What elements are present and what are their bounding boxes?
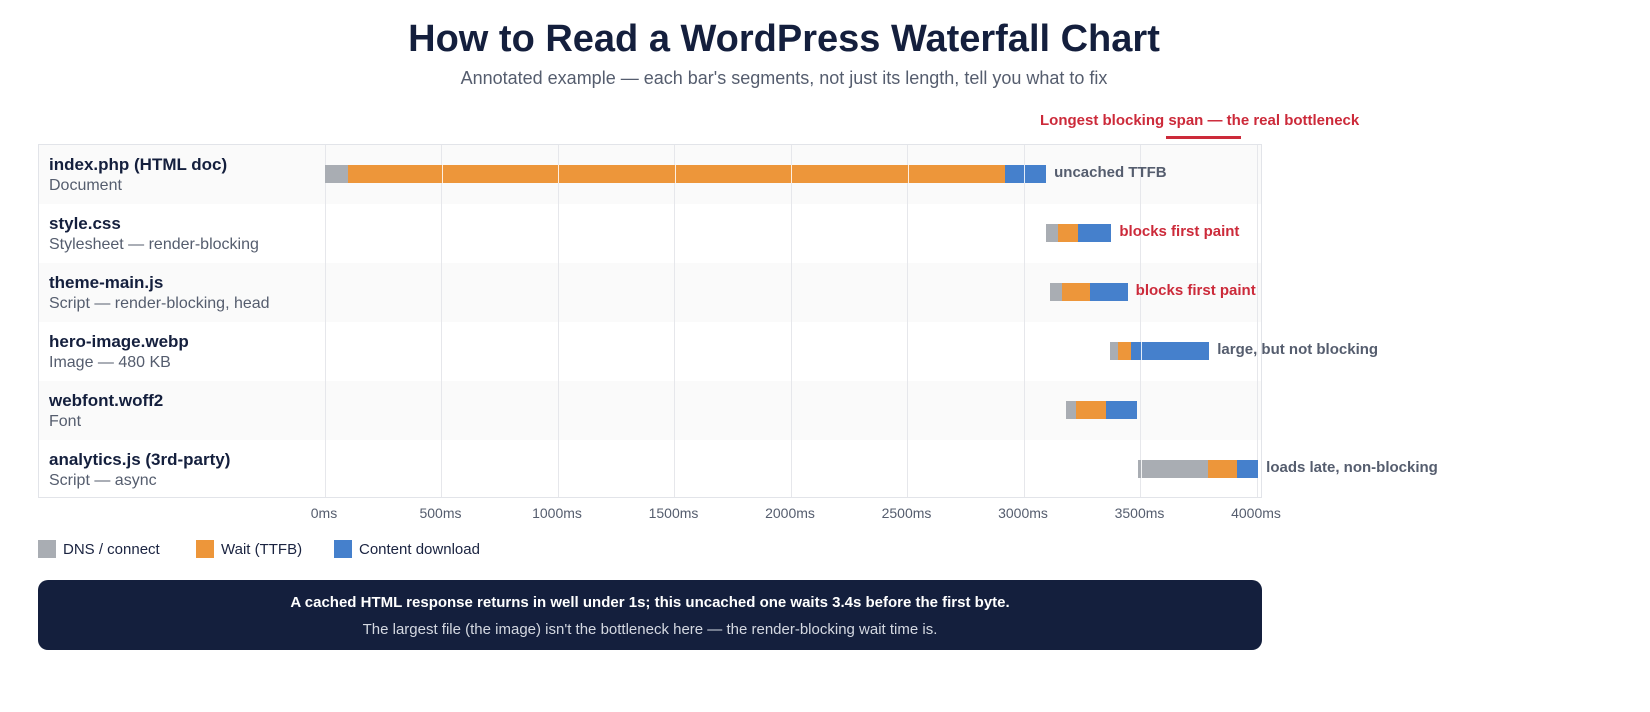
bar-gridline (1140, 342, 1142, 360)
bar-gridline (907, 165, 909, 183)
bar-segment-wait (1062, 283, 1091, 301)
resource-type: Document (49, 177, 122, 194)
resource-type: Font (49, 413, 82, 430)
gridline (790, 145, 792, 497)
legend-swatch (38, 540, 56, 558)
waterfall-chart: index.php (HTML doc) Document style.css Sty… (38, 144, 1262, 498)
x-tick-label: 500ms (419, 505, 462, 521)
bar-segment-wait (1057, 224, 1078, 242)
x-tick-label: 1500ms (648, 505, 699, 521)
legend-label: Wait (TTFB) (221, 541, 303, 558)
gridline (907, 145, 908, 497)
bar-segment-download (1090, 283, 1128, 301)
resource-type: Stylesheet — render-blocking (49, 236, 259, 253)
bar-gridline (1140, 460, 1142, 478)
gridline (441, 145, 442, 497)
bar-segment-download (1077, 224, 1112, 242)
bar-segment-dns (1046, 224, 1058, 242)
resource-name: hero-image.webp (49, 332, 189, 351)
bar-segment-wait (1208, 460, 1238, 478)
table-row: style.css Stylesheet — render-blocking (39, 204, 1261, 263)
x-tick-label: 3000ms (998, 505, 1048, 521)
x-tick-label: 0ms (310, 505, 338, 521)
bar-segment-dns (1065, 401, 1077, 419)
bar-segment-wait (1118, 342, 1132, 360)
x-tick-label: 4000ms (1231, 505, 1281, 521)
bar-segment-dns (325, 165, 349, 183)
legend-swatch (334, 540, 352, 558)
bar-segment-download (1131, 342, 1210, 360)
resource-name: index.php (HTML doc) (49, 155, 228, 174)
legend-swatch (196, 540, 214, 558)
bar-annotation: uncached TTFB (1054, 164, 1167, 181)
gridline (557, 145, 559, 497)
gridline (324, 145, 326, 497)
chart-subtitle: Annotated example — each bar's segments,… (460, 68, 1108, 88)
gridline (1023, 145, 1025, 497)
gridline (674, 145, 675, 497)
bar-gridline (558, 165, 559, 183)
banner-detail: The largest file (the image) isn't the b… (362, 621, 938, 638)
gridline (1256, 145, 1258, 497)
bar-segment-download (1005, 165, 1047, 183)
resource-name: theme-main.js (49, 273, 164, 292)
callout-underline (1166, 136, 1241, 139)
bar-gridline (674, 165, 676, 183)
bar-annotation: loads late, non-blocking (1266, 459, 1438, 476)
bar-gridline (1024, 165, 1025, 183)
bar-segment-wait (1076, 401, 1106, 419)
summary-banner: A cached HTML response returns in well u… (38, 580, 1262, 650)
x-tick-label: 2500ms (881, 505, 932, 521)
resource-type: Script — async (49, 472, 157, 489)
resource-name: analytics.js (3rd-party) (49, 450, 231, 469)
legend-label: DNS / connect (63, 541, 160, 558)
gridline (1140, 145, 1141, 497)
table-row: analytics.js (3rd-party) Script — async (39, 440, 1261, 499)
bar-segment-wait (348, 165, 1006, 183)
x-tick-label: 3500ms (1114, 505, 1165, 521)
bar-annotation: blocks first paint (1119, 223, 1240, 240)
resource-name: style.css (49, 214, 121, 233)
chart-title: How to Read a WordPress Waterfall Chart (408, 18, 1160, 60)
table-row: webfont.woff2 Font (39, 381, 1261, 440)
legend-label: Content download (359, 541, 480, 558)
bar-segment-dns (1110, 342, 1119, 360)
bar-segment-download (1237, 460, 1259, 478)
resource-name: webfont.woff2 (49, 391, 164, 410)
table-row: index.php (HTML doc) Document (39, 145, 1261, 204)
bar-annotation: blocks first paint (1135, 282, 1256, 299)
bar-segment-dns (1138, 460, 1209, 478)
bar-gridline (441, 165, 443, 183)
bar-segment-download (1105, 401, 1137, 419)
x-tick-label: 2000ms (765, 505, 815, 521)
resource-type: Image — 480 KB (49, 354, 171, 371)
resource-type: Script — render-blocking, head (49, 295, 270, 312)
table-row: hero-image.webp Image — 480 KB (39, 322, 1261, 381)
bar-segment-dns (1049, 283, 1063, 301)
bar-annotation: large, but not blocking (1217, 341, 1379, 358)
bottleneck-callout: Longest blocking span — the real bottlen… (1040, 112, 1360, 129)
bar-gridline (791, 165, 792, 183)
banner-headline: A cached HTML response returns in well u… (290, 594, 1010, 611)
x-tick-label: 1000ms (532, 505, 582, 521)
